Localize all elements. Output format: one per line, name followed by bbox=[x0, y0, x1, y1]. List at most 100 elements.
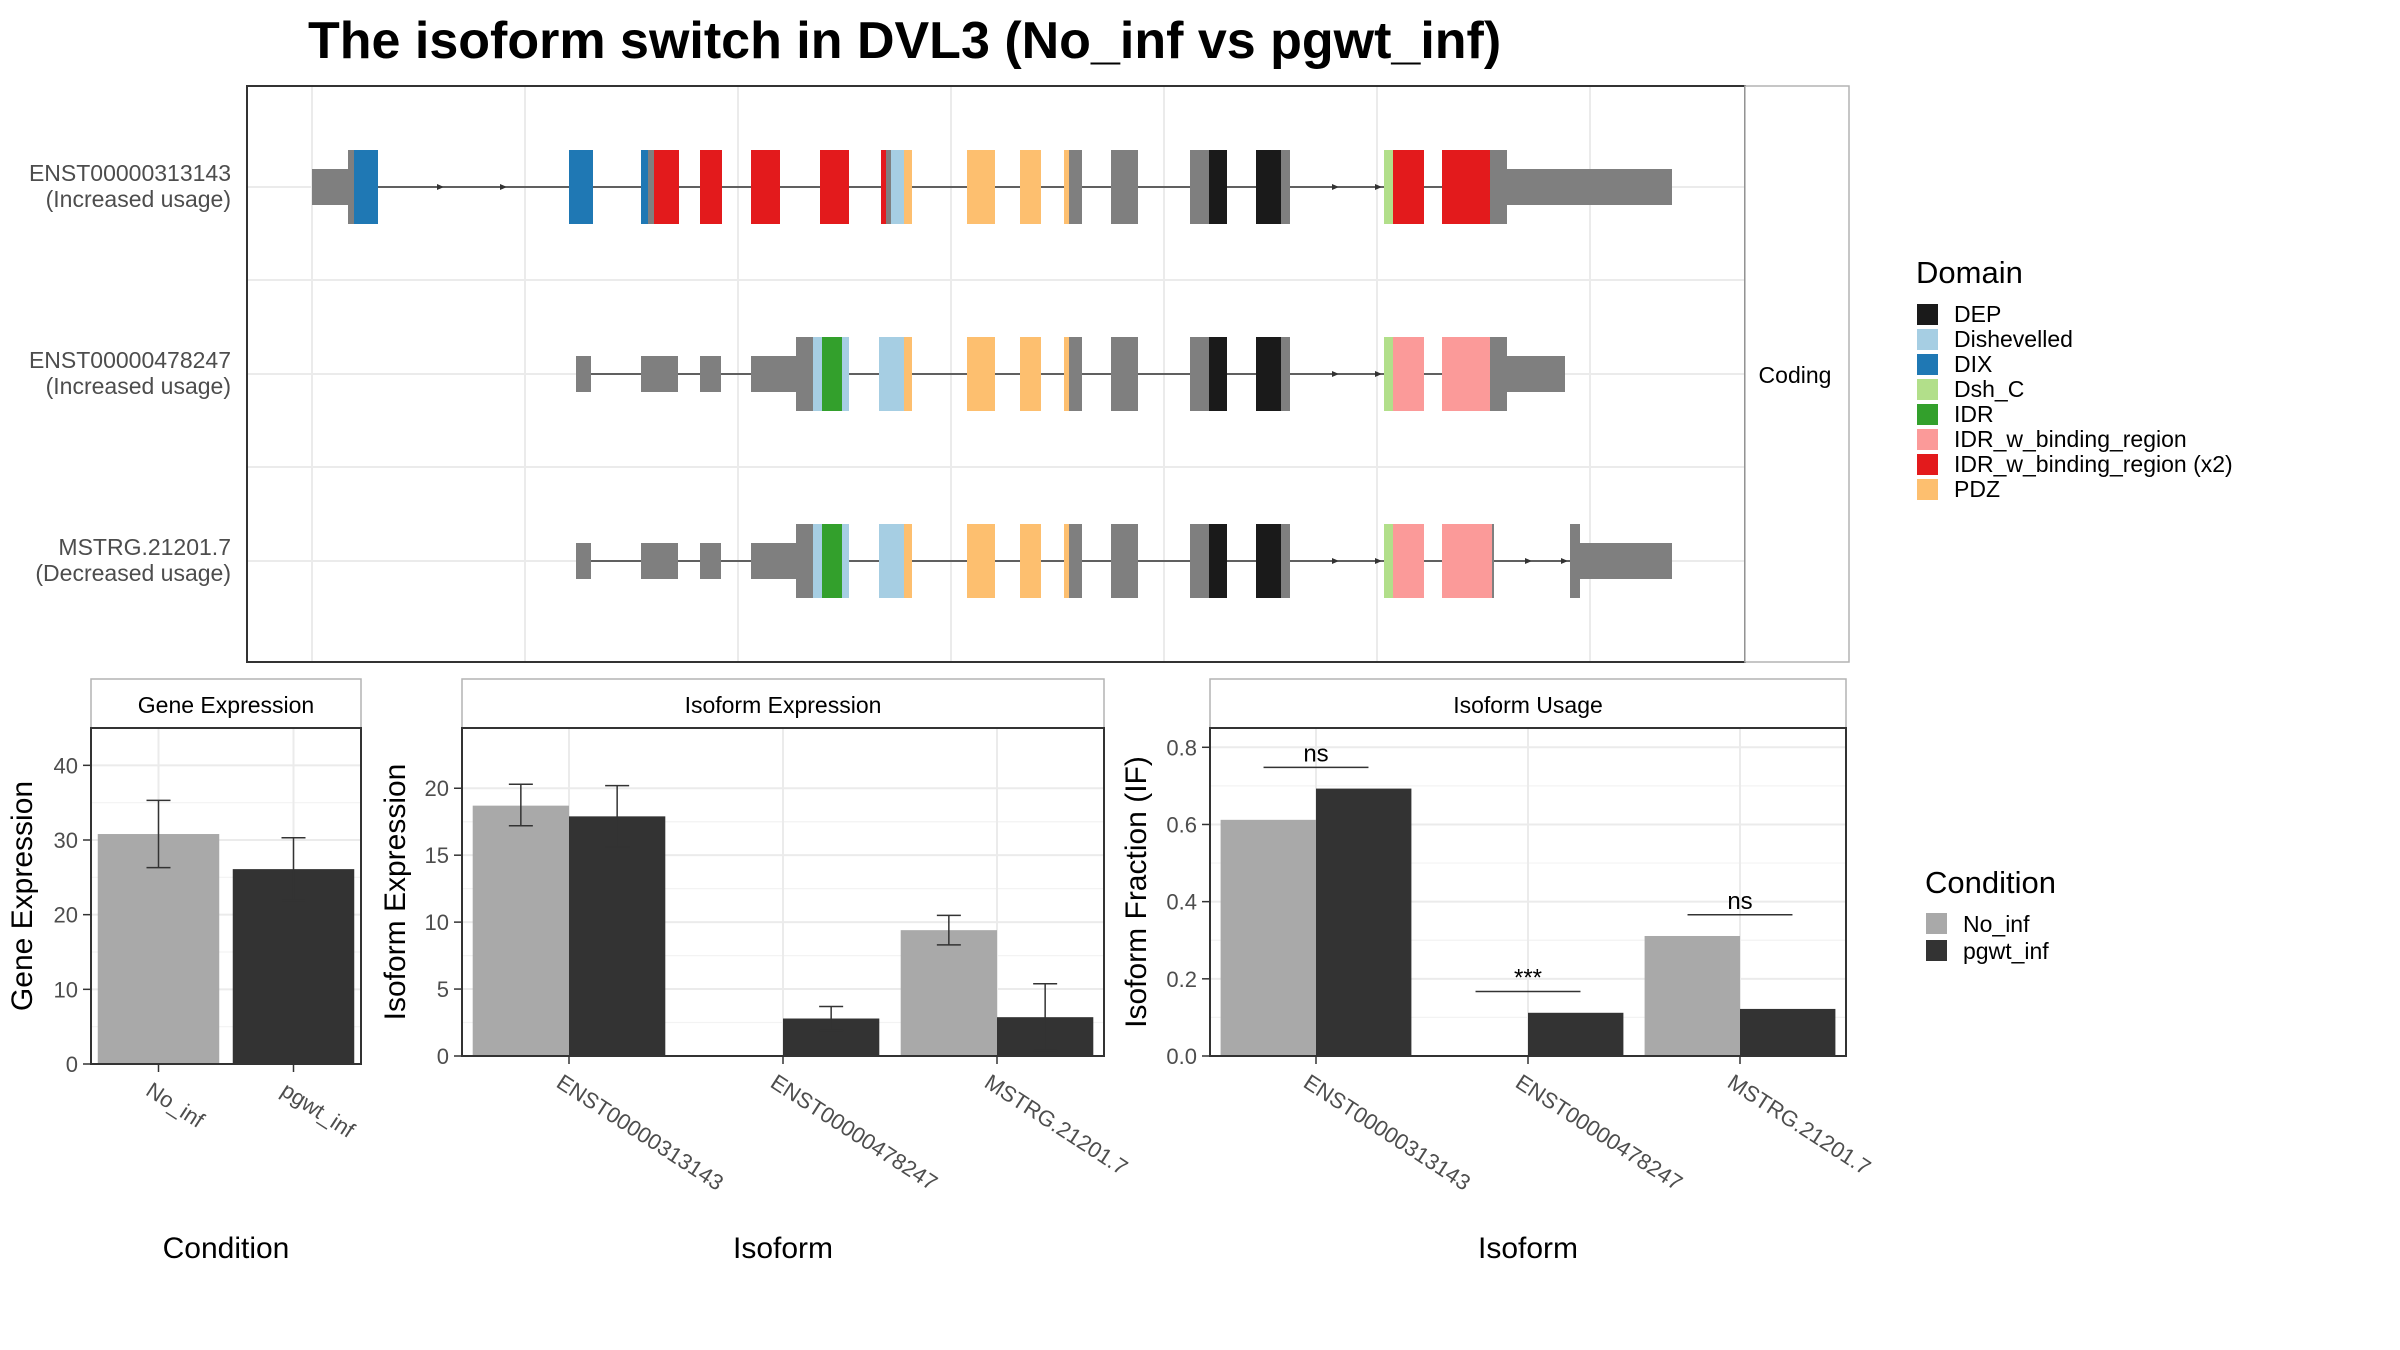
exon-segment bbox=[1442, 337, 1490, 411]
exon-segment bbox=[700, 356, 721, 392]
exon-segment bbox=[879, 337, 895, 411]
exon-segment bbox=[813, 524, 822, 598]
x-axis-title: Isoform bbox=[1478, 1232, 1578, 1265]
panel-border bbox=[90, 727, 362, 1065]
exon-segment bbox=[1064, 337, 1069, 411]
exon-segment bbox=[1020, 524, 1041, 598]
bar bbox=[97, 834, 220, 1064]
exon-segment bbox=[904, 337, 912, 411]
legend-label-pgwt-inf: pgwt_inf bbox=[1963, 938, 2049, 964]
y-tick-label: 0.0 bbox=[1166, 1044, 1197, 1069]
exon-segment bbox=[1393, 337, 1424, 411]
exon-segment bbox=[820, 150, 849, 224]
exon-segment bbox=[881, 150, 886, 224]
legend-label-dep: DEP bbox=[1954, 301, 2001, 327]
x-axis-title: Condition bbox=[163, 1232, 290, 1265]
legend-key-idr bbox=[1917, 404, 1938, 425]
legend-key-idr-w-binding-region-x2 bbox=[1917, 454, 1938, 475]
exon-segment bbox=[569, 150, 593, 224]
exon-segment bbox=[1190, 150, 1209, 224]
legend-key-no-inf bbox=[1926, 913, 1947, 934]
y-tick-label: 5 bbox=[437, 977, 449, 1002]
exon-segment bbox=[1442, 524, 1492, 598]
x-tick-label: MSTRG.21201.7 bbox=[1723, 1069, 1875, 1180]
isoform-usage-label: (Decreased usage) bbox=[35, 560, 231, 586]
exon-segment bbox=[1490, 337, 1507, 411]
legend-label-idr-w-binding-region: IDR_w_binding_region bbox=[1954, 426, 2187, 452]
exon-segment bbox=[796, 524, 813, 598]
exon-segment bbox=[895, 524, 904, 598]
exon-segment bbox=[1209, 150, 1227, 224]
exon-segment bbox=[1492, 524, 1494, 598]
exon-segment bbox=[1580, 543, 1672, 579]
exon-segment bbox=[967, 337, 995, 411]
exon-segment bbox=[641, 543, 678, 579]
exon-segment bbox=[1384, 524, 1393, 598]
legend-key-idr-w-binding-region bbox=[1917, 429, 1938, 450]
exon-segment bbox=[796, 337, 813, 411]
exon-segment bbox=[1281, 524, 1290, 598]
exon-segment bbox=[886, 150, 891, 224]
exon-segment bbox=[842, 524, 849, 598]
bar bbox=[900, 930, 997, 1056]
exon-segment bbox=[1020, 337, 1041, 411]
exon-segment bbox=[1281, 337, 1290, 411]
bar bbox=[1740, 1008, 1836, 1056]
bar bbox=[232, 869, 355, 1064]
exon-segment bbox=[354, 150, 378, 224]
exon-segment bbox=[879, 524, 895, 598]
exon-segment bbox=[312, 169, 348, 205]
legend-label-dix: DIX bbox=[1954, 351, 1992, 377]
legend-key-dix bbox=[1917, 354, 1938, 375]
isoform-id-label: ENST00000478247 bbox=[29, 347, 231, 373]
isoform-usage-panel: Isoform Usage 0.0 0.2 0.4 0.6 0.8 ns *** ns ENST0… bbox=[1120, 678, 1875, 1265]
domain-legend: DomainDEPDishevelledDIXDsh_CIDRIDR_w_bin… bbox=[1916, 255, 2233, 502]
exon-segment bbox=[751, 356, 796, 392]
exon-segment bbox=[822, 524, 842, 598]
significance-label: ns bbox=[1727, 888, 1752, 915]
strand-arrow bbox=[437, 184, 444, 190]
y-axis-title: Gene Expression bbox=[6, 781, 39, 1011]
y-axis-title: Isoform Fraction (IF) bbox=[1120, 756, 1153, 1028]
isoform-id-label: ENST00000313143 bbox=[29, 160, 231, 186]
bar bbox=[569, 816, 666, 1056]
exon-segment bbox=[1442, 150, 1490, 224]
bar bbox=[1316, 788, 1412, 1056]
exon-segment bbox=[967, 524, 995, 598]
exon-segment bbox=[842, 337, 849, 411]
exon-segment bbox=[1256, 337, 1281, 411]
exon-segment bbox=[1190, 524, 1209, 598]
exon-segment bbox=[641, 150, 648, 224]
legend-label-no-inf: No_inf bbox=[1963, 911, 2030, 937]
legend-key-pgwt-inf bbox=[1926, 940, 1947, 961]
facet-strip bbox=[1209, 678, 1847, 729]
isoform-usage-label: (Increased usage) bbox=[46, 186, 231, 212]
domain-legend-title: Domain bbox=[1916, 255, 2023, 290]
exon-segment bbox=[348, 150, 354, 224]
exon-segment bbox=[576, 356, 591, 392]
gene-expression-panel: Gene Expression 0 10 20 30 40 No_inf pgwt_inf Co… bbox=[6, 678, 362, 1265]
exon-segment bbox=[1570, 524, 1580, 598]
bar bbox=[1528, 1012, 1624, 1056]
legend-label-dishevelled: Dishevelled bbox=[1954, 326, 2073, 352]
bar bbox=[1220, 819, 1316, 1056]
y-tick-label: 40 bbox=[54, 753, 78, 778]
x-tick-label: ENST00000478247 bbox=[766, 1069, 942, 1195]
y-axis-title: Isoform Expression bbox=[379, 764, 412, 1021]
bar bbox=[472, 805, 569, 1056]
bar bbox=[1644, 935, 1740, 1056]
exon-segment bbox=[1020, 150, 1041, 224]
isoform-expression-panel: Isoform Expression 0 5 10 15 20 ENST0000031314… bbox=[379, 678, 1132, 1265]
x-tick-label: ENST00000478247 bbox=[1511, 1069, 1687, 1195]
y-tick-label: 20 bbox=[425, 776, 449, 801]
significance-label: *** bbox=[1514, 965, 1542, 992]
strand-arrow bbox=[1375, 371, 1382, 377]
strand-arrow bbox=[1561, 558, 1568, 564]
y-tick-label: 0 bbox=[437, 1044, 449, 1069]
y-tick-label: 0.2 bbox=[1166, 967, 1197, 992]
exon-segment bbox=[1069, 150, 1082, 224]
legend-label-idr: IDR bbox=[1954, 401, 1994, 427]
exon-segment bbox=[813, 337, 822, 411]
exon-segment bbox=[1064, 524, 1069, 598]
facet-strip bbox=[461, 678, 1105, 729]
